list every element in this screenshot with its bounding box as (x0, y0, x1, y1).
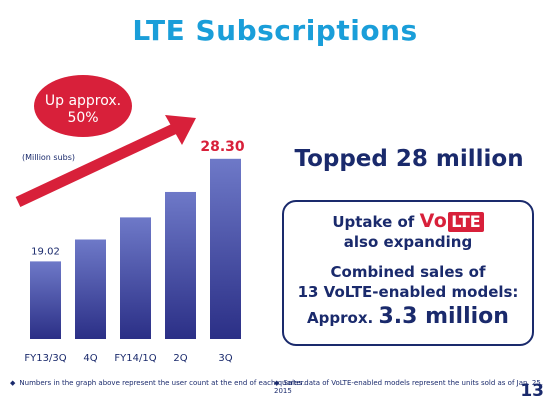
diamond-bullet-icon: ◆ (10, 379, 16, 387)
volte-logo-lte: LTE (448, 212, 484, 232)
uptake-line: Uptake of Vo LTE (284, 211, 532, 232)
headline: Topped 28 million (294, 146, 524, 172)
value-label-last: 28.30 (200, 139, 245, 155)
footnote-left-text: Numbers in the graph above represent the… (19, 379, 306, 387)
combined-line1: Combined sales of (330, 263, 486, 281)
combined-line2: 13 VoLTE-enabled models: (297, 283, 519, 301)
approx-value: 3.3 million (378, 304, 509, 329)
volte-logo-vo: Vo (419, 210, 448, 232)
x-tick-label: 2Q (173, 353, 187, 364)
approx-prefix: Approx. (307, 309, 374, 327)
bar-FY14/1Q (120, 217, 151, 339)
x-tick-label: FY14/1Q (114, 353, 156, 364)
x-tick-label: 3Q (218, 353, 232, 364)
expanding-text: also expanding (343, 233, 473, 251)
bar-FY13/3Q (30, 261, 61, 339)
x-tick-label: 4Q (83, 353, 97, 364)
page-number: 13 (520, 381, 544, 401)
x-tick-label: FY13/3Q (24, 353, 66, 364)
value-label-first: 19.02 (31, 246, 60, 257)
arrow-head (165, 115, 196, 145)
uptake-prefix: Uptake of (332, 213, 415, 231)
bar-2Q (165, 191, 196, 339)
footnote-right: ◆ Sales data of VoLTE-enabled models repr… (274, 379, 550, 395)
arrow-shaft (15, 123, 179, 207)
growth-arrow (15, 115, 196, 207)
lte-bar-chart: 19.02 28.30 FY13/3Q 4Q FY14/1Q 2Q 3Q (Million… (15, 75, 245, 364)
bar-4Q (75, 239, 106, 339)
growth-callout: Up approx. 50% (34, 75, 132, 137)
bar-3Q (210, 158, 241, 339)
callout-line1: Up approx. (45, 93, 121, 109)
footnote-right-text: Sales data of VoLTE-enabled models repre… (274, 379, 544, 395)
volte-info-box: Uptake of Vo LTE also expanding Combined … (282, 200, 534, 346)
slide-title: LTE Subscriptions (132, 14, 418, 47)
footnote-left: ◆ Numbers in the graph above represent th… (10, 379, 305, 387)
callout-line2: 50% (67, 110, 98, 126)
approx-line: Approx. 3.3 million (284, 304, 532, 329)
unit-label: (Million subs) (22, 153, 75, 162)
diamond-bullet-icon: ◆ (274, 379, 280, 387)
